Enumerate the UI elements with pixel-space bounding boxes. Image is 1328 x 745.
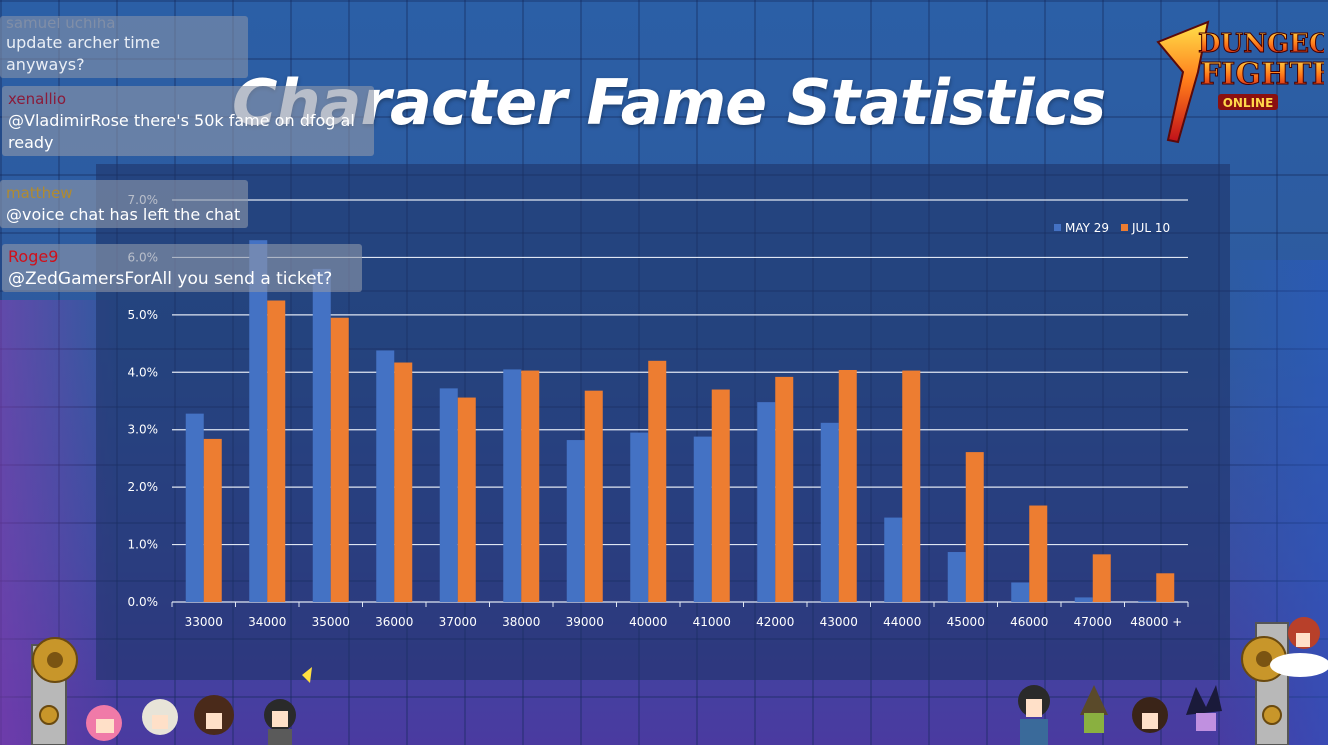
x-tick-label: 38000 (502, 615, 540, 629)
bar-may (185, 413, 204, 602)
x-tick-label: 48000 + (1130, 615, 1182, 629)
character-goblin-icon (1080, 685, 1108, 733)
bar-may (630, 432, 649, 602)
bar-may (376, 350, 395, 602)
bar-jul (203, 438, 222, 602)
bar-jul (394, 362, 413, 602)
x-tick-label: 36000 (375, 615, 413, 629)
bar-jul (1156, 573, 1175, 602)
bar-jul (1092, 554, 1111, 602)
bar-may (1011, 582, 1030, 602)
chat-text: update archer time anyways? (6, 33, 161, 74)
chat-username: Roge9 (8, 247, 59, 266)
chat-message: samuel uchiha update archer time anyways… (0, 16, 248, 78)
bar-jul (267, 300, 286, 602)
bar-jul (330, 317, 349, 602)
fame-bar-chart: 0.0%1.0%2.0%3.0%4.0%5.0%6.0%7.0%33000340… (128, 193, 1189, 629)
x-tick-label: 44000 (883, 615, 921, 629)
x-tick-label: 39000 (566, 615, 604, 629)
character-pink-icon (86, 705, 122, 741)
y-tick-label: 2.0% (128, 480, 159, 494)
bar-jul (902, 370, 921, 602)
y-tick-label: 0.0% (128, 595, 159, 609)
bar-jul (521, 370, 540, 602)
chat-text: ready (8, 133, 54, 152)
chat-username: xenallio (8, 90, 67, 108)
x-tick-label: 47000 (1074, 615, 1112, 629)
legend-label: JUL 10 (1131, 221, 1170, 235)
bar-jul (775, 376, 794, 602)
bar-may (884, 517, 903, 602)
character-boy-icon (1018, 685, 1050, 745)
page-title: Character Fame Statistics (232, 66, 1106, 139)
bar-may (312, 268, 331, 602)
bar-may (503, 369, 522, 602)
x-tick-label: 40000 (629, 615, 667, 629)
bar-jul (457, 397, 476, 602)
character-cloud-icon (1270, 617, 1328, 677)
dungeon-fighter-logo: DUNGEON FIGHTER ONLINE (1156, 20, 1324, 144)
chat-message: Roge9 @ZedGamersForAll you send a ticket… (2, 244, 362, 292)
x-tick-label: 35000 (312, 615, 350, 629)
bar-may (757, 402, 776, 602)
bar-may (1074, 597, 1093, 602)
y-tick-label: 4.0% (128, 365, 159, 379)
x-tick-label: 37000 (439, 615, 477, 629)
chat-username: samuel uchiha (6, 18, 116, 32)
legend-label: MAY 29 (1065, 221, 1109, 235)
y-tick-label: 5.0% (128, 308, 159, 322)
bar-jul (965, 452, 984, 602)
character-glasses-icon (264, 699, 296, 745)
character-brown-hair-icon (194, 695, 234, 735)
character-white-hair-icon (142, 699, 178, 735)
bar-may (439, 388, 458, 602)
y-tick-label: 1.0% (128, 538, 159, 552)
bar-may (1138, 600, 1157, 602)
bar-may (693, 436, 712, 602)
y-tick-label: 3.0% (128, 423, 159, 437)
x-tick-label: 45000 (947, 615, 985, 629)
bar-may (947, 552, 966, 602)
right-speaker-icon (1241, 622, 1289, 745)
chat-text: @VladimirRose there's 50k fame on dfog a… (8, 111, 355, 130)
bar-jul (711, 389, 730, 602)
legend-swatch (1121, 224, 1128, 231)
x-tick-label: 46000 (1010, 615, 1048, 629)
x-tick-label: 42000 (756, 615, 794, 629)
x-tick-label: 43000 (820, 615, 858, 629)
character-woman-icon (1132, 697, 1168, 733)
left-speaker-icon (31, 637, 78, 745)
chat-text: @ZedGamersForAll you send a ticket? (8, 269, 333, 289)
spark-icon (302, 667, 312, 683)
logo-line-1: DUNGEON (1198, 29, 1324, 59)
x-tick-label: 34000 (248, 615, 286, 629)
chat-message: xenallio @VladimirRose there's 50k fame … (2, 86, 374, 156)
bar-may (820, 422, 839, 602)
logo-line-2: FIGHTER (1200, 57, 1324, 92)
bar-jul (838, 369, 857, 602)
bar-may (566, 440, 585, 602)
x-tick-label: 33000 (185, 615, 223, 629)
logo-line-3: ONLINE (1223, 96, 1274, 110)
chat-username: matthew (6, 184, 73, 202)
bar-jul (1029, 505, 1048, 602)
character-spiky-hair-icon (1186, 685, 1222, 731)
character-sprites (31, 617, 1328, 745)
bar-jul (584, 390, 603, 602)
chat-message: matthew @voice chat has left the chat (0, 180, 248, 228)
legend-swatch (1054, 224, 1061, 231)
bar-may (249, 240, 268, 602)
chat-text: @voice chat has left the chat (6, 205, 241, 224)
bar-jul (648, 360, 667, 602)
x-tick-label: 41000 (693, 615, 731, 629)
